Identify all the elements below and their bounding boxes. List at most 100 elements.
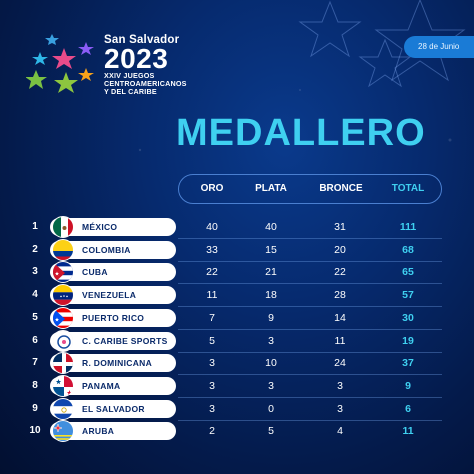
country-pill [50, 354, 176, 372]
rank-number: 2 [32, 244, 38, 255]
row-divider [178, 306, 442, 307]
row-divider [178, 352, 442, 353]
brand-subtitle-1: XXIV JUEGOS [104, 71, 155, 80]
row-divider [178, 329, 442, 330]
table-row: 9 EL SALVADOR 3 0 3 6 [0, 398, 474, 420]
total-count: 57 [402, 289, 414, 301]
date-badge: 28 de Junio [404, 36, 474, 58]
silver-count: 18 [265, 289, 277, 301]
silver-count: 3 [268, 335, 274, 347]
gold-count: 5 [209, 335, 215, 347]
silver-count: 9 [268, 312, 274, 324]
country-pill [50, 332, 176, 350]
country-name: VENEZUELA [82, 290, 137, 300]
total-count: 65 [402, 266, 414, 278]
total-count: 111 [399, 221, 417, 233]
gold-count: 40 [206, 221, 218, 233]
row-divider [178, 238, 442, 239]
bronze-count: 3 [337, 403, 343, 415]
gold-count: 3 [209, 380, 215, 392]
country-name: C. CARIBE SPORTS [82, 336, 168, 346]
country-pill [50, 309, 176, 327]
bronze-count: 22 [334, 266, 346, 278]
rank-number: 8 [32, 380, 38, 391]
table-row: 8 PANAMA 3 3 3 9 [0, 375, 474, 397]
gold-count: 2 [209, 425, 215, 437]
puerto-rico-flag-icon [52, 307, 74, 329]
bronze-count: 3 [337, 380, 343, 392]
bronze-count: 24 [334, 357, 346, 369]
total-count: 19 [402, 335, 414, 347]
country-name: ARUBA [82, 426, 115, 436]
rank-number: 1 [32, 221, 38, 232]
stars-logo-icon [26, 34, 94, 93]
dominican-republic-flag-icon [52, 352, 74, 374]
total-count: 37 [402, 357, 414, 369]
bronze-count: 20 [334, 244, 346, 256]
silver-count: 10 [265, 357, 277, 369]
panama-flag-icon [52, 375, 74, 397]
row-divider [178, 261, 442, 262]
total-count: 68 [402, 244, 414, 256]
gold-count: 33 [206, 244, 218, 256]
row-divider [178, 374, 442, 375]
country-pill [50, 263, 176, 281]
country-name: EL SALVADOR [82, 404, 145, 414]
country-name: COLOMBIA [82, 245, 131, 255]
row-divider [178, 420, 442, 421]
rank-number: 3 [32, 266, 38, 277]
header-bronze: BRONCE [319, 183, 363, 194]
country-pill [50, 422, 176, 440]
table-row: 6 C. CARIBE SPORTS 5 3 11 19 [0, 330, 474, 352]
caribe-sports-flag-icon [52, 330, 74, 352]
table-row: 2 COLOMBIA 33 15 20 68 [0, 239, 474, 261]
bronze-count: 31 [334, 221, 346, 233]
bronze-count: 14 [334, 312, 346, 324]
table-row: 10 ARUBA 2 5 4 11 [0, 420, 474, 442]
total-count: 6 [405, 403, 411, 415]
gold-count: 22 [206, 266, 218, 278]
header-total: TOTAL [391, 183, 425, 194]
table-header [178, 174, 442, 204]
colombia-flag-icon [52, 239, 74, 261]
row-divider [178, 283, 442, 284]
brand-city: San Salvador [104, 34, 180, 46]
silver-count: 0 [268, 403, 274, 415]
row-divider [178, 397, 442, 398]
brand-subtitle-2: CENTROAMERICANOS [104, 79, 187, 88]
venezuela-flag-icon [52, 284, 74, 306]
table-row: 7 R. DOMINICANA 3 10 24 37 [0, 352, 474, 374]
event-logo: San Salvador 2023 XXIV JUEGOS CENTROAMER… [26, 28, 226, 98]
country-name: R. DOMINICANA [82, 358, 153, 368]
bronze-count: 4 [337, 425, 343, 437]
aruba-flag-icon [52, 420, 74, 442]
country-pill [50, 377, 176, 395]
rank-number: 6 [32, 335, 38, 346]
country-name: PUERTO RICO [82, 313, 145, 323]
country-name: CUBA [82, 267, 108, 277]
table-row: 1 MÉXICO 40 40 31 111 [0, 216, 474, 238]
brand-subtitle-3: Y DEL CARIBE [104, 87, 157, 96]
table-row: 4 VENEZUELA 11 18 28 57 [0, 284, 474, 306]
bronze-count: 28 [334, 289, 346, 301]
total-count: 9 [405, 380, 411, 392]
country-pill [50, 400, 176, 418]
silver-count: 21 [265, 266, 277, 278]
el-salvador-flag-icon [52, 398, 74, 420]
country-pill [50, 286, 176, 304]
gold-count: 3 [209, 357, 215, 369]
table-row: 5 PUERTO RICO 7 9 14 30 [0, 307, 474, 329]
total-count: 11 [402, 425, 414, 437]
mexico-flag-icon [52, 216, 74, 238]
bronze-count: 11 [334, 335, 346, 347]
rank-number: 4 [32, 289, 38, 300]
gold-count: 3 [209, 403, 215, 415]
rank-number: 5 [32, 312, 38, 323]
total-count: 30 [402, 312, 414, 324]
silver-count: 5 [268, 425, 274, 437]
rank-number: 9 [32, 403, 38, 414]
silver-count: 40 [265, 221, 277, 233]
gold-count: 7 [209, 312, 215, 324]
silver-count: 3 [268, 380, 274, 392]
rank-number: 10 [29, 425, 41, 436]
